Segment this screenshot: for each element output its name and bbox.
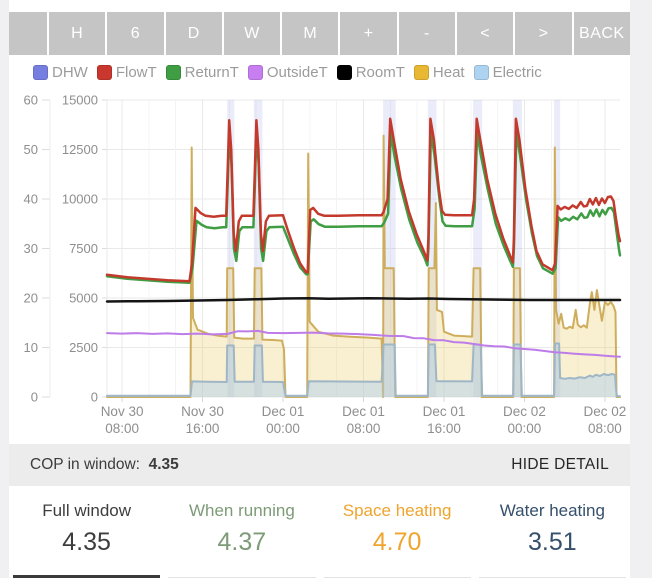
cop-label: COP in window:	[30, 456, 140, 473]
y-axis-power-tick: 0	[91, 390, 98, 405]
stat-value: 3.51	[528, 528, 577, 556]
content-panel: H 6 D W M + - < > BACK DHW FlowT ReturnT OutsideT Roo…	[9, 0, 630, 578]
legend-label: Heat	[432, 64, 465, 81]
x-axis-date-label: Dec 01	[262, 404, 305, 419]
stat-label: When running	[188, 501, 295, 520]
legend-swatch-heat	[413, 65, 429, 80]
cop-value: 4.35	[148, 456, 179, 473]
toolbar-spacer	[9, 12, 47, 55]
x-axis-date-label: Nov 30	[101, 404, 144, 419]
stat-tab-space-heating[interactable]: Space heating 4.70	[323, 486, 471, 578]
legend-swatch-dhw	[33, 65, 48, 80]
x-axis-date-label: Dec 01	[423, 404, 466, 419]
legend-label: ReturnT	[184, 64, 239, 81]
stat-label: Full window	[42, 501, 132, 520]
toolbar-button--[interactable]: -	[398, 12, 456, 55]
stat-tab-when-running[interactable]: When running 4.37	[168, 486, 316, 578]
x-axis-time-label: 08:00	[105, 421, 139, 436]
dhw-active-band	[253, 100, 263, 397]
toolbar-button->[interactable]: >	[515, 12, 572, 55]
x-axis-time-label: 08:00	[588, 421, 622, 436]
series-line-roomt	[105, 296, 622, 303]
time-series-chart[interactable]: 60 15000 50 12500 40 10000 30 7500 20 5000 10 2500 0…	[9, 84, 630, 444]
stat-value: 4.70	[372, 528, 422, 556]
legend-label: OutsideT	[266, 64, 328, 81]
legend-swatch-electric	[473, 65, 489, 80]
dhw-active-band	[227, 100, 235, 397]
y-axis-temp-tick: 10	[24, 340, 38, 355]
hide-detail-button[interactable]: HIDE DETAIL	[511, 456, 609, 473]
y-axis-power-tick: 12500	[62, 142, 98, 157]
legend-item-roomt[interactable]: RoomT	[336, 64, 405, 81]
y-axis-temp-tick: 40	[24, 192, 38, 207]
cop-summary-bar: COP in window: 4.35 HIDE DETAIL	[9, 444, 630, 486]
toolbar-button-back[interactable]: BACK	[573, 12, 630, 55]
stat-value: 4.35	[62, 528, 111, 556]
series-line-outsidet	[106, 329, 621, 358]
toolbar-button-+[interactable]: +	[340, 12, 397, 55]
stat-tab-water-heating[interactable]: Water heating 3.51	[478, 486, 626, 578]
toolbar-button-6[interactable]: 6	[107, 12, 164, 55]
series-line-heat	[106, 134, 621, 398]
legend-label: FlowT	[115, 64, 157, 81]
y-axis-power-tick: 7500	[69, 241, 98, 256]
y-axis-power-tick: 2500	[69, 340, 98, 355]
y-axis-temp-tick: 0	[31, 390, 38, 405]
dhw-active-band	[427, 100, 437, 397]
legend-swatch-outsidet	[247, 65, 263, 80]
legend-label: RoomT	[355, 64, 405, 81]
series-fill-heat	[107, 135, 620, 397]
y-axis-temp-tick: 60	[24, 93, 38, 108]
legend-swatch-flowt	[96, 65, 112, 80]
legend-swatch-returnt	[165, 65, 181, 80]
series-fill-electric	[107, 343, 620, 397]
y-axis-power-tick: 5000	[69, 291, 98, 306]
legend-item-outsidet[interactable]: OutsideT	[247, 64, 328, 81]
toolbar-button-d[interactable]: D	[165, 12, 222, 55]
x-axis-time-label: 00:00	[508, 421, 542, 436]
y-axis-power-tick: 15000	[62, 93, 98, 108]
stat-value: 4.37	[217, 528, 267, 556]
toolbar-button-m[interactable]: M	[282, 12, 339, 55]
legend-item-dhw[interactable]: DHW	[33, 64, 88, 81]
stat-label: Space heating	[342, 501, 452, 520]
x-axis-time-label: 16:00	[427, 421, 461, 436]
dhw-active-band	[383, 100, 396, 397]
x-axis-date-label: Dec 02	[503, 404, 546, 419]
legend-item-returnt[interactable]: ReturnT	[165, 64, 239, 81]
y-axis-temp-tick: 30	[24, 241, 38, 256]
x-axis-date-label: Nov 30	[181, 404, 224, 419]
y-axis-temp-tick: 50	[24, 142, 38, 157]
legend-item-electric[interactable]: Electric	[473, 64, 542, 81]
x-axis-time-label: 00:00	[266, 421, 300, 436]
x-axis-time-label: 16:00	[186, 421, 220, 436]
dhw-active-band	[512, 100, 522, 397]
series-line-returnt	[105, 130, 622, 284]
legend-label: DHW	[52, 64, 88, 81]
chart-canvas[interactable]: 60 15000 50 12500 40 10000 30 7500 20 5000 10 2500 0…	[9, 84, 630, 444]
toolbar: H 6 D W M + - < > BACK	[9, 12, 630, 55]
cop-in-window: COP in window: 4.35	[30, 456, 179, 474]
dhw-active-band	[473, 100, 483, 397]
x-axis-date-label: Dec 01	[342, 404, 385, 419]
y-axis-power-tick: 10000	[62, 192, 98, 207]
stat-label: Water heating	[499, 501, 605, 520]
legend-item-flowt[interactable]: FlowT	[96, 64, 157, 81]
chart-legend: DHW FlowT ReturnT OutsideT RoomT Heat Electric	[33, 64, 542, 81]
legend-item-heat[interactable]: Heat	[413, 64, 465, 81]
toolbar-button-w[interactable]: W	[223, 12, 281, 55]
legend-swatch-roomt	[336, 65, 352, 80]
toolbar-button-h[interactable]: H	[49, 12, 106, 55]
stat-tab-full-window[interactable]: Full window 4.35	[13, 486, 161, 578]
series-line-electric	[106, 342, 621, 398]
x-axis-time-label: 08:00	[347, 421, 381, 436]
cop-detail-tabs: Full window 4.35 When running 4.37 Space hea…	[9, 486, 630, 578]
x-axis-date-label: Dec 02	[584, 404, 627, 419]
legend-label: Electric	[492, 64, 542, 81]
toolbar-button-<[interactable]: <	[457, 12, 514, 55]
y-axis-temp-tick: 20	[24, 291, 38, 306]
series-line-flowt	[105, 117, 622, 283]
